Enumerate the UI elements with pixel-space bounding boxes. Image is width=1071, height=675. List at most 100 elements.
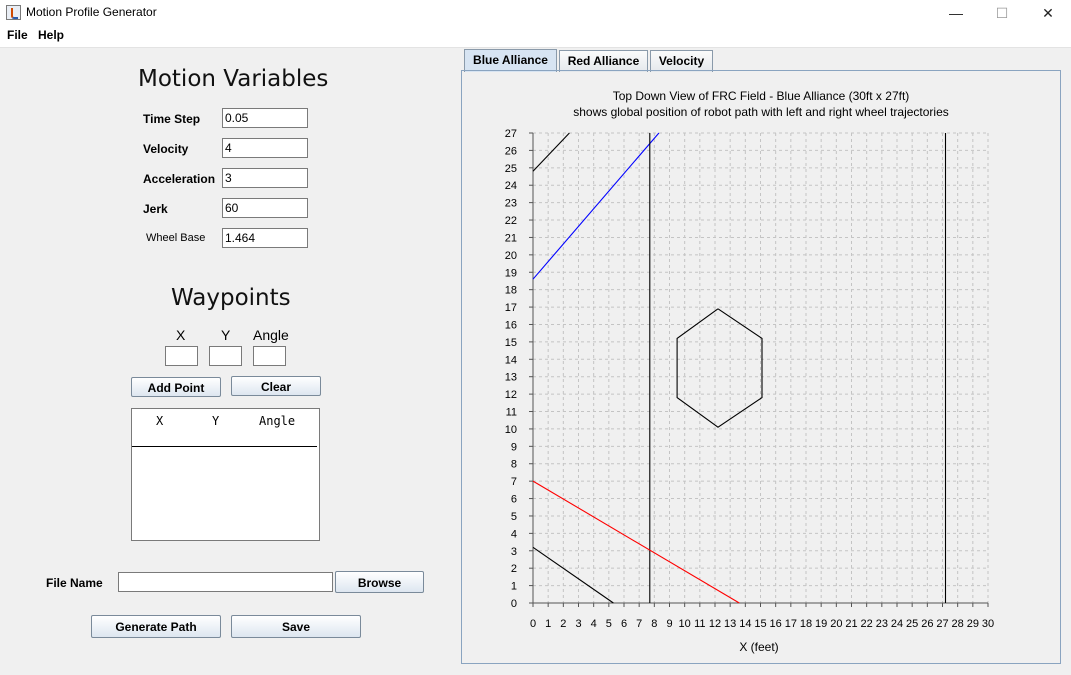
minimize-icon[interactable]: — [949,5,963,21]
x-tick-label: 0 [530,618,536,630]
save-button[interactable]: Save [231,615,361,638]
menu-help[interactable]: Help [38,28,65,42]
waypoints-table[interactable]: X Y Angle [131,408,320,541]
maximize-icon[interactable]: ☐ [995,5,1009,21]
x-tick-label: 3 [575,618,581,630]
waypoint-angle-input[interactable] [253,346,286,366]
chart-subtitle: shows global position of robot path with… [573,105,949,119]
x-tick-label: 18 [800,618,812,630]
waypoint-x-label: X [176,327,186,343]
y-tick-label: 5 [511,511,517,523]
x-tick-label: 14 [739,618,751,630]
y-tick-label: 1 [511,581,517,593]
y-tick-label: 2 [511,563,517,575]
x-tick-label: 6 [621,618,627,630]
x-tick-label: 27 [936,618,948,630]
x-tick-label: 10 [679,618,691,630]
x-tick-label: 9 [666,618,672,630]
browse-button[interactable]: Browse [335,571,424,593]
wheel-base-input[interactable] [222,228,308,248]
y-tick-label: 20 [505,250,517,262]
title-bar[interactable] [0,0,1071,27]
table-header-divider [132,446,317,447]
y-tick-label: 6 [511,494,517,506]
add-point-button[interactable]: Add Point [131,377,221,397]
y-tick-label: 11 [506,407,517,419]
y-tick-label: 3 [511,546,517,558]
java-app-icon [6,5,21,20]
x-tick-label: 22 [861,618,873,630]
y-tick-label: 17 [505,302,517,314]
acceleration-input[interactable] [222,168,308,188]
field-chart: Top Down View of FRC Field - Blue Allian… [505,89,994,654]
time-step-input[interactable] [222,108,308,128]
x-tick-label: 30 [982,618,994,630]
x-tick-label: 21 [845,618,857,630]
chart-series [532,132,947,604]
generate-path-button[interactable]: Generate Path [91,615,221,638]
x-tick-label: 23 [876,618,888,630]
time-step-label: Time Step [143,112,201,126]
file-name-input[interactable] [118,572,333,592]
x-tick-label: 29 [967,618,979,630]
x-tick-label: 19 [815,618,827,630]
y-tick-label: 26 [505,145,517,157]
tab-red-alliance[interactable]: Red Alliance [559,50,648,72]
x-tick-label: 5 [606,618,612,630]
window-title: Motion Profile Generator [26,5,157,19]
x-tick-label: 7 [636,618,642,630]
series-line-1 [532,132,660,280]
waypoint-x-input[interactable] [165,346,198,366]
menu-bar [0,27,1071,48]
y-tick-label: 12 [505,389,517,401]
series-line-4 [532,480,740,604]
x-tick-label: 24 [891,618,903,630]
waypoint-y-label: Y [221,327,231,343]
x-tick-label: 17 [785,618,797,630]
motion-variables-title: Motion Variables [138,66,329,92]
y-tick-label: 16 [505,319,517,331]
chart-axes: 0 1 2 3 4 5 6 7 8 9 10 11 12 13 14 15 16 17 18 19 20 21 22 23 24… [505,128,994,630]
menu-file[interactable]: File [7,28,28,42]
x-tick-label: 15 [754,618,766,630]
y-tick-label: 22 [505,215,517,227]
y-tick-label: 18 [505,285,517,297]
waypoint-angle-label: Angle [253,327,289,343]
y-tick-label: 14 [505,354,517,366]
x-tick-label: 13 [724,618,736,630]
x-tick-label: 20 [830,618,842,630]
x-tick-label: 16 [770,618,782,630]
y-tick-label: 24 [505,180,517,192]
velocity-input[interactable] [222,138,308,158]
clear-button[interactable]: Clear [231,376,321,396]
y-tick-label: 27 [505,128,517,140]
chart-xlabel: X (feet) [739,640,778,654]
series-line-6 [676,308,763,428]
table-header-y: Y [212,414,220,428]
x-tick-label: 11 [694,618,705,630]
velocity-label: Velocity [143,142,189,156]
tab-blue-alliance[interactable]: Blue Alliance [464,49,557,72]
y-tick-label: 23 [505,198,517,210]
jerk-input[interactable] [222,198,308,218]
waypoint-y-input[interactable] [209,346,242,366]
jerk-label: Jerk [143,202,168,216]
table-header-angle: Angle [259,414,296,428]
y-tick-label: 8 [511,459,517,471]
wheel-base-label: Wheel Base [146,232,206,244]
x-tick-label: 25 [906,618,918,630]
y-tick-label: 13 [505,372,517,384]
x-tick-label: 2 [560,618,566,630]
x-tick-label: 1 [545,618,551,630]
x-tick-label: 8 [651,618,657,630]
acceleration-label: Acceleration [143,172,216,186]
tab-velocity[interactable]: Velocity [650,50,713,72]
y-tick-label: 25 [505,163,517,175]
series-line-5 [532,546,614,604]
y-tick-label: 15 [505,337,517,349]
waypoints-title: Waypoints [171,285,291,311]
y-tick-label: 4 [511,528,517,540]
table-header-x: X [156,414,164,428]
close-icon[interactable]: ✕ [1042,5,1054,21]
x-tick-label: 4 [591,618,597,630]
